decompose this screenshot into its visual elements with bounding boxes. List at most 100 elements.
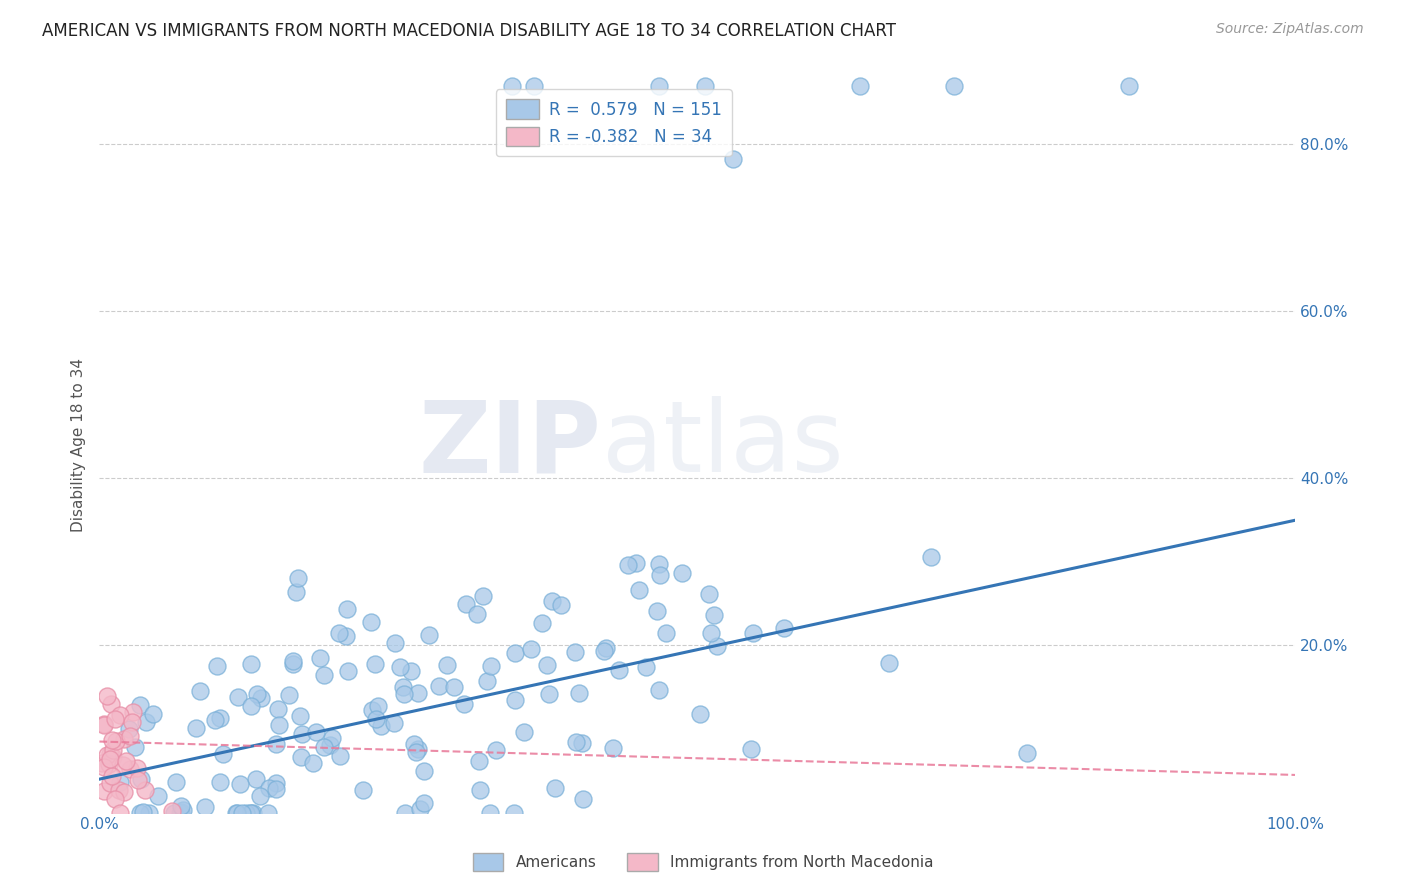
Point (409, 802, 432, 816)
Point (626, 556, 648, 570)
Point (648, 557, 671, 571)
Point (477, 674, 499, 689)
Point (1015, 746, 1038, 760)
Point (93, 760, 115, 774)
Point (530, 616, 553, 631)
Point (101, 769, 124, 783)
Point (647, 604, 669, 618)
Point (703, 607, 725, 622)
Point (288, 709, 311, 723)
Point (110, 775, 132, 789)
Point (602, 740, 624, 755)
Point (291, 727, 314, 741)
Point (301, 756, 323, 771)
Point (96, 689, 118, 703)
Point (501, 78, 523, 93)
Point (335, 629, 357, 643)
Point (132, 805, 155, 820)
Legend: R =  0.579   N = 151, R = -0.382   N = 34: R = 0.579 N = 151, R = -0.382 N = 34 (496, 89, 733, 156)
Point (163, 805, 186, 820)
Point (204, 714, 226, 728)
Point (134, 783, 156, 797)
Point (595, 640, 617, 655)
Point (264, 782, 287, 797)
Point (314, 668, 336, 682)
Text: AMERICAN VS IMMIGRANTS FROM NORTH MACEDONIA DISABILITY AGE 18 TO 34 CORRELATION : AMERICAN VS IMMIGRANTS FROM NORTH MACEDO… (42, 22, 896, 40)
Point (104, 733, 127, 747)
Point (170, 798, 193, 813)
Point (264, 737, 287, 751)
Point (96, 748, 118, 763)
Y-axis label: Disability Age 18 to 34: Disability Age 18 to 34 (72, 358, 86, 532)
Point (689, 706, 711, 721)
Point (240, 699, 263, 714)
Point (647, 78, 669, 93)
Point (412, 764, 434, 778)
Point (250, 691, 273, 706)
Point (418, 628, 440, 642)
Point (211, 747, 233, 762)
Point (266, 776, 288, 790)
Point (472, 589, 495, 603)
Point (239, 657, 262, 671)
Point (370, 719, 392, 733)
Point (478, 805, 501, 820)
Point (290, 750, 312, 764)
Point (412, 797, 434, 811)
Point (360, 703, 382, 717)
Point (695, 78, 717, 93)
Point (364, 712, 387, 726)
Point (1118, 78, 1140, 93)
Point (121, 706, 143, 720)
Point (328, 626, 350, 640)
Point (337, 664, 360, 678)
Point (740, 742, 762, 756)
Point (617, 558, 640, 572)
Point (607, 663, 630, 677)
Point (129, 805, 152, 820)
Point (671, 566, 693, 581)
Point (124, 740, 146, 755)
Point (104, 712, 127, 726)
Point (283, 654, 305, 668)
Point (249, 789, 271, 803)
Point (114, 754, 136, 768)
Point (169, 805, 191, 820)
Point (550, 598, 572, 612)
Point (523, 78, 546, 93)
Point (352, 783, 374, 797)
Point (565, 735, 588, 749)
Point (401, 664, 423, 678)
Point (336, 602, 359, 616)
Point (592, 644, 614, 658)
Point (394, 805, 416, 820)
Point (108, 805, 131, 820)
Point (93, 718, 115, 732)
Point (257, 780, 280, 795)
Point (242, 805, 264, 820)
Point (135, 715, 157, 730)
Point (108, 708, 131, 723)
Point (309, 651, 332, 665)
Point (541, 594, 564, 608)
Point (277, 688, 299, 702)
Point (360, 615, 382, 629)
Point (120, 729, 142, 743)
Point (231, 805, 253, 820)
Point (142, 707, 165, 722)
Point (655, 626, 678, 640)
Point (392, 680, 415, 694)
Point (467, 754, 489, 768)
Point (364, 657, 387, 672)
Point (537, 687, 560, 701)
Point (257, 805, 280, 820)
Point (93, 717, 115, 731)
Point (229, 777, 252, 791)
Point (479, 659, 502, 673)
Point (100, 776, 122, 790)
Point (382, 715, 405, 730)
Point (240, 805, 263, 820)
Point (165, 775, 187, 789)
Point (384, 636, 406, 650)
Point (246, 687, 269, 701)
